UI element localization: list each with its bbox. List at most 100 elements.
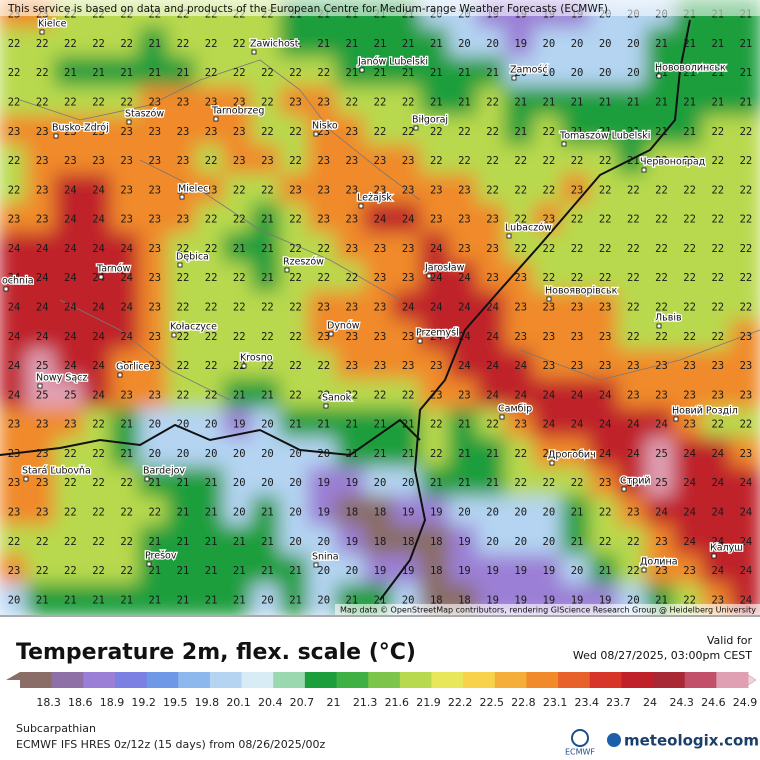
temp-value: 21 [120, 594, 133, 606]
temp-cell [729, 27, 760, 61]
temp-value: 22 [514, 184, 527, 196]
temp-value: 23 [627, 389, 640, 401]
temp-cell [701, 349, 734, 383]
temp-cell [589, 437, 622, 471]
temp-cell [82, 232, 115, 266]
value-grid: 23 23 22 22 22 22 22 22 22 22 21 21 21 21 21 20 20 19 19 19… [8, 9, 753, 607]
temp-value: 22 [683, 184, 696, 196]
temp-value: 23 [486, 272, 499, 284]
place-dot [39, 29, 45, 35]
temp-value: 22 [8, 536, 21, 548]
temp-value: 21 [205, 565, 218, 577]
temp-value: 24 [711, 565, 724, 577]
temp-cell [560, 349, 594, 383]
temp-cell [195, 27, 228, 61]
temp-cell [729, 173, 760, 207]
temp-cell [166, 525, 200, 559]
place-label: Калуш [710, 543, 743, 554]
temp-value: 22 [92, 97, 105, 109]
temp-cell [251, 203, 284, 237]
temp-cell [589, 56, 622, 90]
temp-cell [729, 203, 760, 237]
temp-cell [729, 56, 760, 90]
temp-value: 22 [711, 214, 724, 226]
scale-label: 24 [643, 696, 657, 709]
place-dot [313, 562, 319, 568]
region: Subcarpathian [16, 722, 96, 735]
temp-value: 21 [655, 38, 668, 50]
temp-cell [138, 232, 171, 266]
temp-value: 23 [205, 126, 218, 138]
temp-value: 23 [430, 184, 443, 196]
temp-cell [138, 115, 171, 149]
temp-value: 23 [402, 155, 415, 167]
places: Kielce Zawichost Janów Lubelski Zamość Новов… [1, 17, 744, 573]
temp-value: 22 [599, 507, 612, 519]
temp-value: 22 [740, 243, 753, 255]
place-dot [417, 338, 423, 344]
temp-value: 25 [36, 389, 49, 401]
temp-value: 22 [177, 243, 190, 255]
temp-value: 23 [92, 155, 105, 167]
place-label: Tomaszów Lubelski [559, 131, 650, 142]
temp-cell [251, 583, 284, 615]
temp-cell [26, 495, 59, 530]
temp-cell [223, 290, 256, 325]
temp-cell [645, 466, 678, 500]
temp-value: 22 [430, 155, 443, 167]
temp-value: 22 [711, 184, 724, 196]
temp-value: 22 [711, 302, 724, 314]
scale-swatch [589, 672, 622, 688]
temp-cell [532, 144, 565, 178]
temp-value: 19 [599, 594, 612, 606]
temp-value: 20 [402, 477, 415, 489]
temp-cell [476, 290, 509, 325]
temp-value: 21 [233, 594, 246, 606]
temp-value: 24 [683, 448, 696, 460]
temp-value: 24 [655, 507, 668, 519]
temp-value: 22 [64, 448, 77, 460]
temp-cell [701, 320, 734, 354]
temp-value: 23 [36, 155, 49, 167]
temp-cell [504, 378, 537, 412]
temp-cell [307, 232, 340, 266]
temp-value: 23 [317, 155, 330, 167]
temp-cell [504, 56, 537, 90]
temp-value: 22 [148, 507, 161, 519]
scale-label: 22.8 [511, 696, 536, 709]
temp-value: 23 [177, 155, 190, 167]
temp-cell [335, 349, 368, 383]
temp-cell [729, 115, 760, 149]
temp-cell [729, 261, 760, 295]
temp-cell [701, 554, 734, 588]
temp-value: 22 [543, 126, 556, 138]
temp-value: 22 [92, 448, 105, 460]
place-dot [284, 267, 290, 273]
temp-cell [279, 495, 312, 530]
place-dot [3, 286, 9, 292]
temp-value: 22 [92, 38, 105, 50]
temp-value: 24 [740, 477, 753, 489]
temp-cell [532, 349, 565, 383]
temp-value: 21 [458, 477, 471, 489]
temp-value: 24 [92, 302, 105, 314]
temp-cell [26, 261, 59, 295]
temp-cell [673, 525, 706, 559]
temp-value: 21 [655, 126, 668, 138]
temp-value: 24 [571, 419, 584, 431]
temp-value: 24 [64, 214, 77, 226]
temp-cell [166, 378, 200, 412]
temp-value: 23 [36, 448, 49, 460]
scale-swatch [304, 672, 338, 688]
temp-value: 21 [92, 67, 105, 79]
temp-value: 22 [740, 272, 753, 284]
place-label: Przemyśl [416, 328, 459, 339]
temp-cell [166, 27, 200, 61]
temp-cell [54, 261, 87, 295]
scale-label: 19.2 [131, 696, 156, 709]
temp-value: 23 [36, 126, 49, 138]
temp-cell [307, 261, 340, 295]
temp-value: 22 [627, 184, 640, 196]
temp-cell [645, 115, 678, 149]
place-dot [656, 73, 662, 79]
